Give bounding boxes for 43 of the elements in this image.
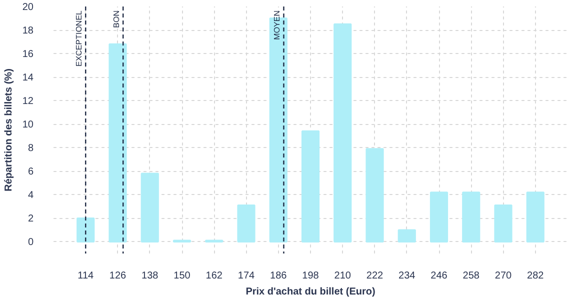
y-tick-label: 18 <box>22 26 34 37</box>
x-axis-title: Prix d'achat du billet (Euro) <box>246 286 376 298</box>
bar <box>76 217 95 242</box>
y-tick-label: 12 <box>22 96 34 108</box>
x-tick-label: 282 <box>527 270 544 282</box>
bar <box>334 23 352 242</box>
x-tick-label: 198 <box>302 270 320 282</box>
y-tick-label: 14 <box>22 72 34 84</box>
bar <box>108 43 127 242</box>
y-tick-label: 4 <box>28 190 34 202</box>
x-tick-label: 210 <box>334 270 352 282</box>
y-tick-label: 20 <box>22 2 34 13</box>
y-tick-label: 8 <box>28 143 34 154</box>
ref-line-label: EXCEPTIONEL <box>74 10 84 67</box>
bar <box>462 192 480 242</box>
x-tick-label: 270 <box>494 270 512 282</box>
x-tick-label: 126 <box>109 270 127 282</box>
x-tick-label: 246 <box>430 270 448 282</box>
x-tick-label: 186 <box>270 270 288 282</box>
bar <box>398 229 416 242</box>
x-tick-label: 114 <box>78 270 94 282</box>
x-tick-label: 222 <box>366 270 384 282</box>
x-tick-label: 150 <box>174 270 191 282</box>
x-tick-label: 234 <box>398 270 416 282</box>
y-tick-label: 16 <box>22 49 34 60</box>
y-tick-label: 6 <box>28 166 34 178</box>
x-tick-label: 138 <box>142 270 159 282</box>
bar <box>237 204 256 242</box>
y-tick-label: 10 <box>22 120 34 131</box>
bar <box>301 130 320 242</box>
bar <box>430 192 448 242</box>
y-axis-title: Répartition des billets (%) <box>3 68 14 192</box>
ref-line-label: MOYEN <box>272 10 282 40</box>
x-tick-label: 258 <box>462 270 480 282</box>
x-tick-label: 174 <box>238 270 256 282</box>
bar <box>526 192 544 242</box>
ref-line-label: BON <box>112 10 122 28</box>
y-tick-label: 0 <box>28 237 34 248</box>
bar <box>366 148 384 242</box>
bar <box>140 172 159 242</box>
bar <box>494 204 512 242</box>
y-tick-label: 2 <box>28 214 34 225</box>
x-tick-label: 162 <box>206 270 223 282</box>
